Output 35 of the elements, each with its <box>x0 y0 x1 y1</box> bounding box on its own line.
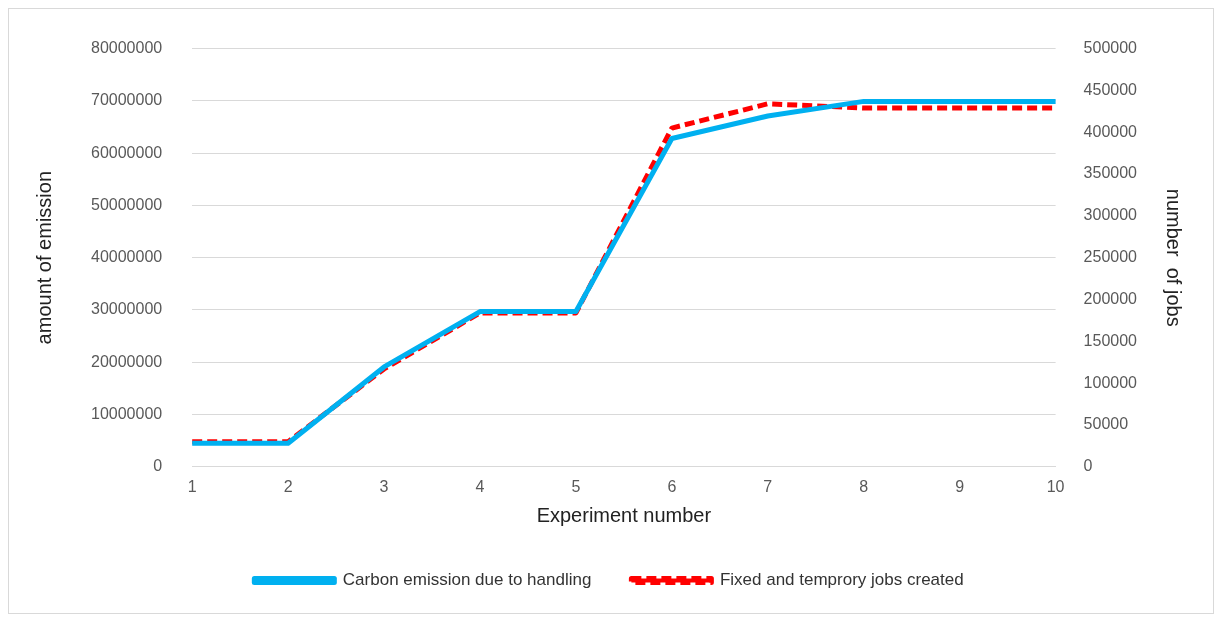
x-tick-label: 4 <box>475 477 485 495</box>
x-tick-label: 5 <box>571 477 581 495</box>
legend-label: Carbon emission due to handling <box>342 570 592 590</box>
y-tick-label: 50000000 <box>91 195 163 213</box>
x-tick-label: 1 <box>187 477 197 495</box>
y2-axis-title: number of jobs <box>1163 188 1186 327</box>
x-tick-label: 8 <box>859 477 869 495</box>
y-tick-label: 0 <box>153 457 163 475</box>
y2-tick-label: 100000 <box>1083 373 1138 391</box>
y-tick-label: 30000000 <box>91 300 163 318</box>
y2-tick-label: 200000 <box>1083 289 1138 307</box>
y2-tick-label: 500000 <box>1083 39 1138 57</box>
y-axis-title: amount of emission <box>32 170 55 345</box>
x-axis-title: Experiment number <box>536 503 712 526</box>
x-tick-label: 3 <box>379 477 389 495</box>
y2-tick-label: 300000 <box>1083 206 1138 224</box>
y-tick-label: 20000000 <box>91 352 163 370</box>
y2-tick-label: 150000 <box>1083 331 1138 349</box>
y2-tick-label: 50000 <box>1083 415 1129 433</box>
y-tick-label: 60000000 <box>91 143 163 161</box>
x-tick-label: 2 <box>283 477 293 495</box>
y2-tick-label: 250000 <box>1083 248 1138 266</box>
y-tick-label: 40000000 <box>91 248 163 266</box>
y2-tick-label: 450000 <box>1083 80 1138 98</box>
legend-label: Fixed and temprory jobs created <box>719 570 964 590</box>
x-tick-label: 7 <box>763 477 773 495</box>
x-tick-label: 6 <box>667 477 677 495</box>
y2-tick-label: 350000 <box>1083 164 1138 182</box>
x-tick-label: 9 <box>955 477 965 495</box>
y2-tick-label: 0 <box>1083 457 1093 475</box>
y-tick-label: 80000000 <box>91 39 163 57</box>
y-tick-label: 70000000 <box>91 91 163 109</box>
y2-tick-label: 400000 <box>1083 122 1138 140</box>
x-tick-label: 10 <box>1046 477 1065 495</box>
y-tick-label: 10000000 <box>91 404 163 422</box>
